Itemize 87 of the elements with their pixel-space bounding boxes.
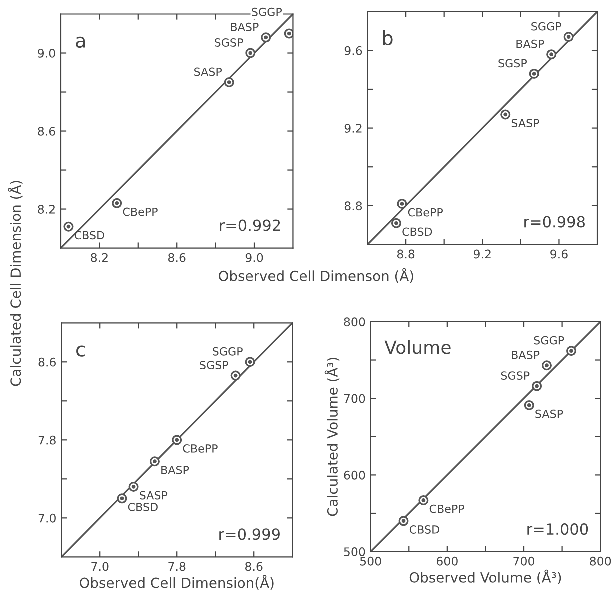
y-tick-label: 800 — [344, 318, 366, 327]
annotation: c — [76, 346, 85, 357]
annotation: SASP — [140, 491, 168, 500]
x-tick-label: 8.2 — [91, 253, 108, 262]
point — [542, 360, 552, 371]
y-tick-label: 7.8 — [38, 436, 56, 445]
y-axis-title: Calculated Cell Dimension (Å) — [8, 181, 23, 386]
y-tick-label: 500 — [344, 548, 366, 556]
point — [117, 494, 128, 504]
point — [566, 346, 576, 356]
point — [397, 198, 408, 209]
point — [128, 482, 139, 492]
annotation: r=0.999 — [220, 528, 280, 540]
annotation: SGGP — [534, 336, 564, 345]
annotation: CBSD — [74, 231, 104, 240]
x-tick-label: 8.6 — [168, 253, 186, 262]
x-tick-label: 700 — [514, 556, 534, 566]
point — [64, 222, 74, 232]
x-tick-label: 9.6 — [550, 250, 568, 259]
x-tick-label: 8.6 — [246, 562, 263, 572]
point — [284, 28, 294, 39]
point — [261, 32, 272, 43]
x-axis-title: Observed Cell Dimension(Å) — [80, 575, 274, 590]
point — [500, 110, 511, 120]
annotation: r=1.000 — [528, 524, 588, 536]
point — [564, 32, 574, 42]
y-axis-title: Calculated Volume (Å³) — [324, 358, 340, 516]
annotation: SGGP — [532, 22, 562, 31]
annotation: BASP — [512, 350, 540, 360]
annotation: SASP — [512, 119, 540, 128]
y-tick-label: 8.6 — [38, 358, 56, 367]
x-tick-label: 600 — [436, 556, 458, 566]
annotation: CBePP — [123, 208, 158, 216]
point — [112, 198, 122, 208]
y-tick-label: 8.6 — [38, 126, 56, 136]
annotation: SGGP — [252, 8, 282, 16]
point — [245, 357, 256, 368]
annotation: Volume — [384, 340, 451, 354]
x-tick-label: 8.8 — [397, 250, 415, 259]
x-tick-label: 800 — [590, 556, 612, 566]
y-tick-label: 600 — [344, 470, 366, 480]
annotation: CBePP — [183, 444, 218, 453]
annotation: CBePP — [408, 208, 444, 217]
point — [532, 381, 542, 392]
point — [529, 68, 540, 79]
annotation: CBSD — [402, 228, 432, 236]
annotation: a — [76, 36, 86, 48]
annotation: SASP — [194, 68, 222, 76]
annotation: b — [383, 30, 393, 46]
x-tick-label: 9.0 — [246, 253, 264, 262]
y-tick-label: 7.0 — [38, 514, 56, 523]
y-tick-label: 8.2 — [38, 205, 55, 214]
annotation: SGSP — [215, 38, 244, 47]
point — [150, 456, 160, 467]
annotation: SGSP — [200, 361, 228, 370]
y-tick-label: 9.2 — [344, 124, 362, 133]
annotation: BASP — [231, 22, 259, 32]
x-tick-label: 9.2 — [474, 250, 491, 259]
point — [391, 218, 402, 228]
annotation: r=0.992 — [220, 220, 280, 232]
y-tick-label: 9.0 — [38, 48, 56, 58]
y-tick-label: 8.8 — [344, 202, 362, 211]
y-tick-label: 9.6 — [344, 46, 362, 56]
annotation: r=0.998 — [524, 216, 585, 228]
point — [224, 78, 234, 88]
annotation: BASP — [162, 466, 190, 474]
annotation: CBSD — [128, 503, 158, 512]
annotation: CBSD — [410, 526, 440, 534]
point — [546, 50, 557, 60]
annotation: SGSP — [498, 59, 528, 68]
point — [246, 48, 256, 58]
annotation: SGGP — [213, 347, 243, 356]
point — [418, 495, 429, 506]
annotation: SASP — [536, 410, 564, 418]
point — [524, 400, 534, 410]
x-tick-label: 7.0 — [92, 562, 109, 572]
annotation: SGSP — [501, 372, 530, 380]
y-tick-label: 700 — [344, 394, 366, 404]
x-tick-label: 500 — [360, 556, 382, 566]
annotation: CBePP — [430, 504, 464, 514]
point — [172, 435, 182, 446]
point — [398, 516, 409, 526]
point — [230, 370, 241, 381]
annotation: BASP — [516, 40, 544, 48]
x-tick-label: 7.8 — [168, 562, 186, 572]
x-axis-title: Observed Volume (Å³) — [410, 570, 562, 585]
x-axis-title: Observed Cell Dimenson (Å) — [219, 268, 414, 284]
